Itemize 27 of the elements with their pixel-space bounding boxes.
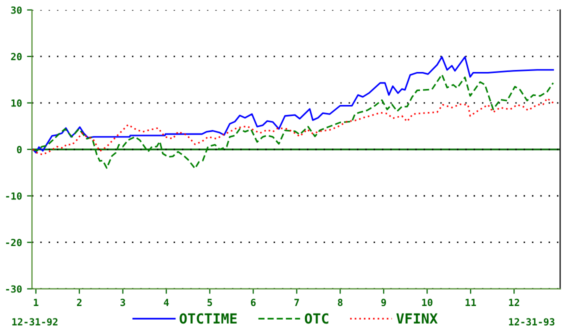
x-tick-label: 9	[381, 298, 386, 306]
x-tick-label: 5	[208, 298, 212, 306]
legend-label: OTCTIME	[180, 313, 237, 324]
y-tick-label: 0	[16, 146, 22, 154]
text: 12-31-93	[509, 318, 554, 326]
y-tick-label: -30	[6, 285, 22, 293]
y-tick-label: 10	[11, 99, 22, 107]
x-tick-label: 3	[120, 298, 126, 306]
x-tick-label: 1	[34, 298, 38, 306]
y-tick-label: 20	[11, 52, 22, 60]
text: 12-31-92	[12, 318, 58, 326]
y-tick-label: 30	[11, 6, 22, 14]
x-tick-label: 12	[509, 298, 520, 306]
legend-label: VFINX	[396, 313, 438, 324]
x-tick-label: 8	[338, 298, 342, 306]
line-series	[32, 56, 554, 154]
y-tick-label: -20	[6, 238, 22, 246]
x-tick-label: 11	[466, 298, 476, 306]
x-tick-label: 4	[164, 298, 169, 306]
x-tick-label: 6	[250, 298, 256, 306]
x-tick-label: 7	[294, 298, 299, 306]
legend-label: OTC	[304, 313, 328, 324]
y-tick-label: -10	[6, 192, 22, 200]
x-tick-label: 2	[76, 298, 82, 306]
line-series	[32, 98, 554, 156]
line-series	[32, 74, 554, 170]
x-tick-label: 10	[422, 298, 432, 306]
